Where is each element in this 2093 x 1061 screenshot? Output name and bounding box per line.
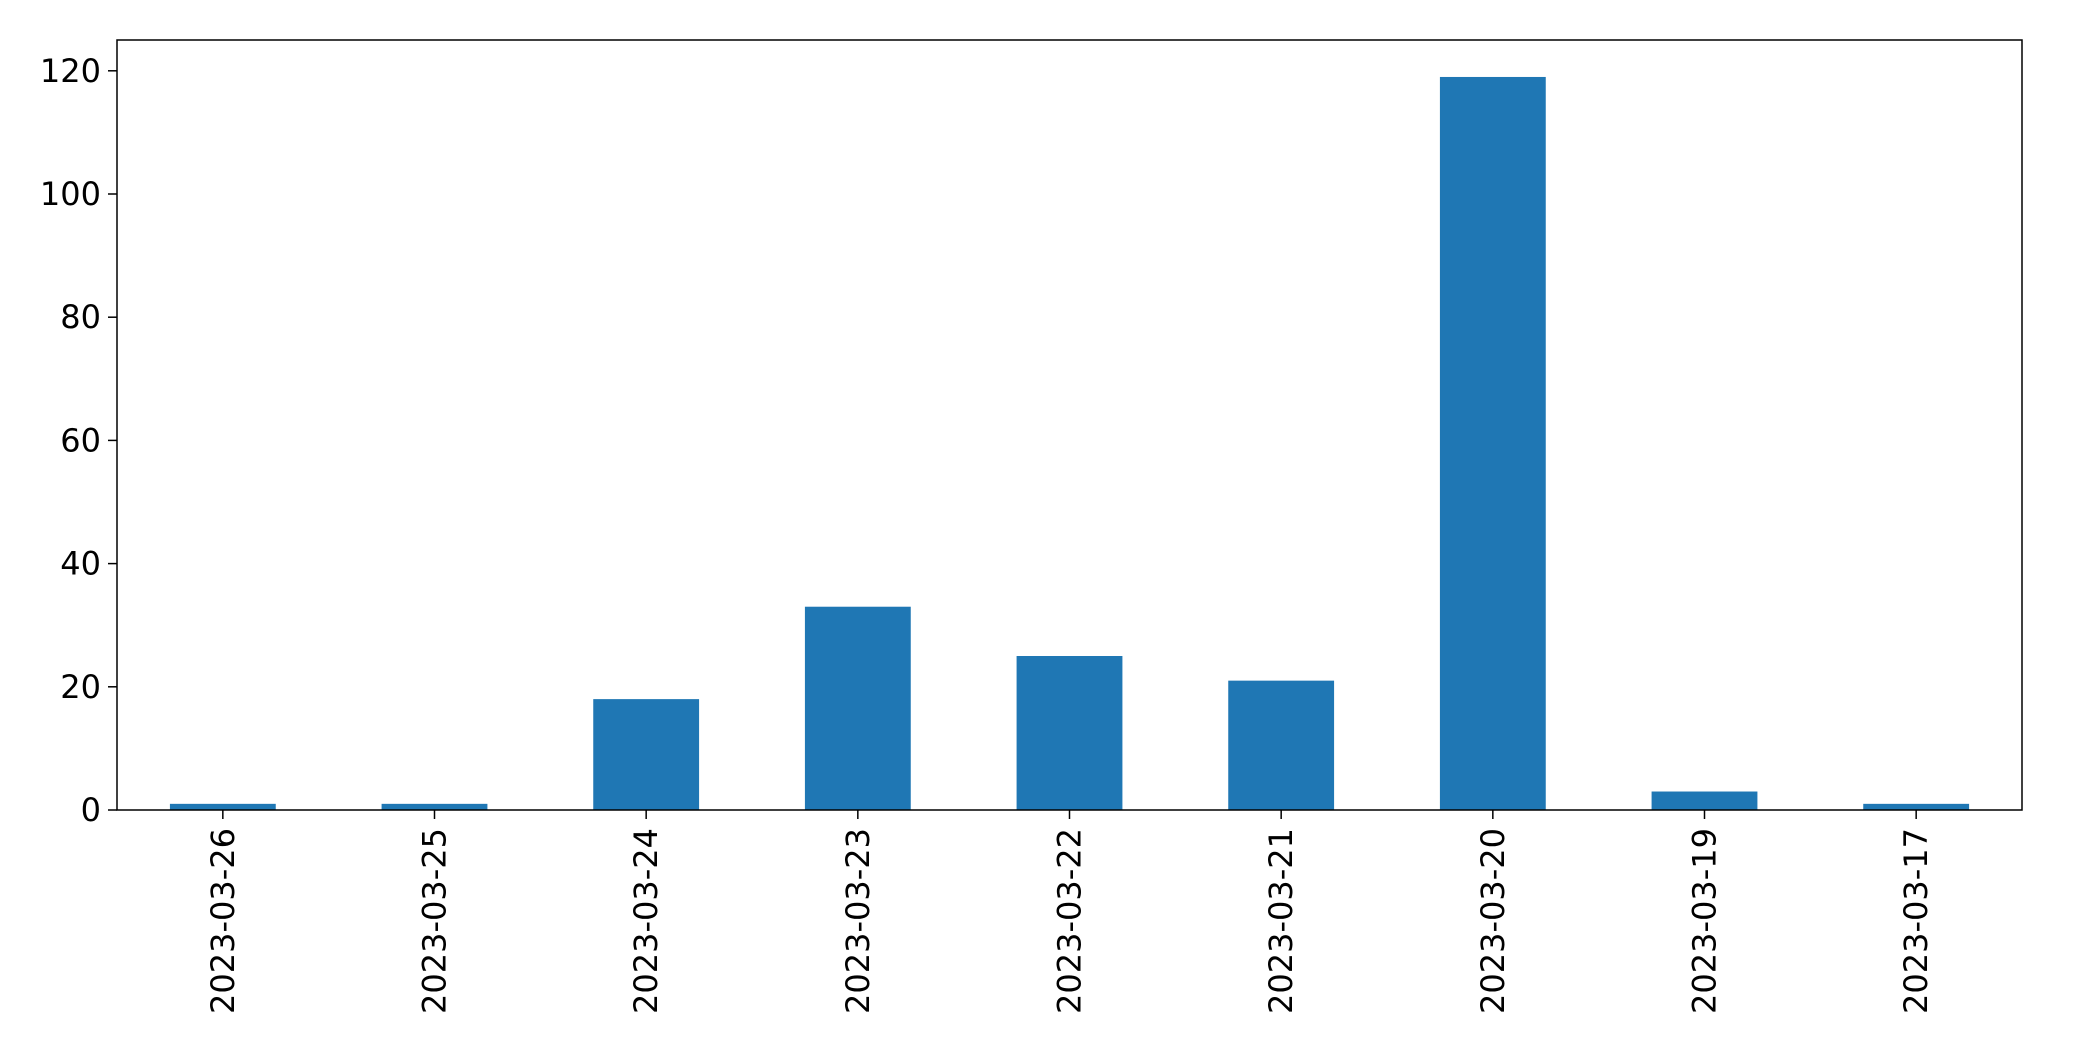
- y-tick-label: 0: [81, 791, 101, 829]
- bar-2023-03-20: [1439, 76, 1546, 810]
- y-axis: 0 20 40 60 80 100 120: [40, 52, 117, 829]
- bar-2023-03-26: [169, 803, 276, 810]
- y-tick-label: 20: [60, 668, 101, 706]
- bar-2023-03-21: [1228, 680, 1335, 810]
- x-tick-label: 2023-03-21: [1262, 828, 1300, 1014]
- bars-layer: [169, 76, 1970, 810]
- x-tick-label: 2023-03-23: [839, 828, 877, 1014]
- bar-2023-03-25: [381, 803, 488, 810]
- bar-2023-03-17: [1863, 803, 1970, 810]
- x-tick-label: 2023-03-24: [627, 828, 665, 1014]
- bar-2023-03-23: [804, 606, 911, 810]
- bar-2023-03-24: [593, 699, 700, 810]
- x-tick-label: 2023-03-22: [1051, 828, 1089, 1014]
- plot-frame: [116, 39, 2023, 811]
- x-tick-label: 2023-03-25: [416, 828, 454, 1014]
- x-tick-label: 2023-03-17: [1897, 828, 1935, 1014]
- x-tick-label: 2023-03-20: [1474, 828, 1512, 1014]
- y-tick-label: 40: [60, 545, 101, 583]
- bar-2023-03-22: [1016, 656, 1123, 810]
- x-tick-label: 2023-03-19: [1686, 828, 1724, 1014]
- x-axis: 2023-03-26 2023-03-25 2023-03-24 2023-03-23…: [204, 810, 1935, 1014]
- y-tick-label: 100: [40, 175, 101, 213]
- y-tick-label: 80: [60, 298, 101, 336]
- y-tick-label: 60: [60, 421, 101, 459]
- bar-2023-03-19: [1651, 791, 1758, 810]
- y-tick-label: 120: [40, 52, 101, 90]
- x-tick-label: 2023-03-26: [204, 828, 242, 1014]
